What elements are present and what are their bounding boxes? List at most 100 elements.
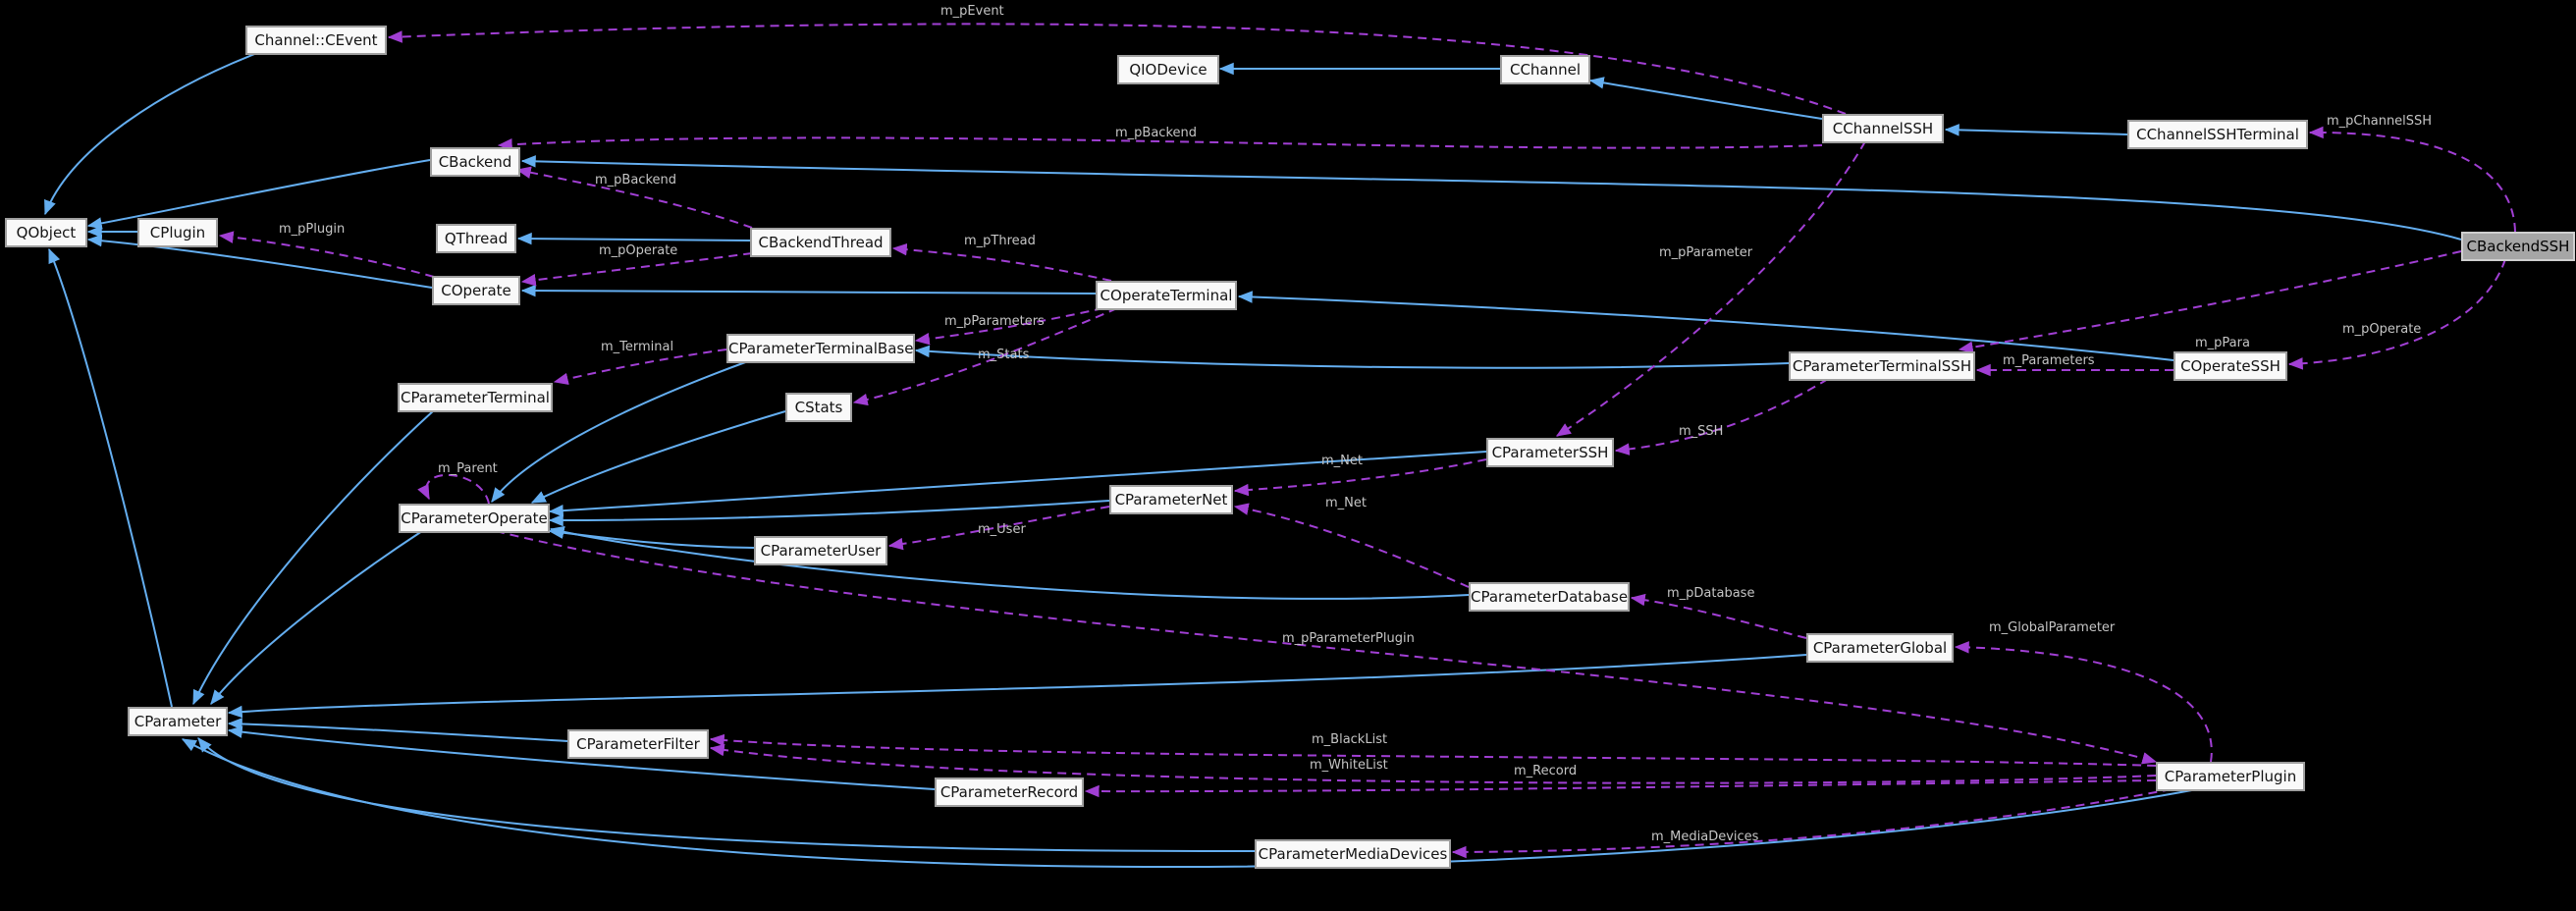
edge-inherit-cparameterdatabase-cparameteroperate [549, 525, 1470, 600]
class-node-cparameterssh[interactable]: CParameterSSH [1486, 438, 1614, 467]
edge-inherit-cbackend-qobject [86, 159, 431, 230]
class-node-coperatessh[interactable]: COperateSSH [2174, 351, 2287, 381]
edge-inherit-cparameternet-cparameteroperate [548, 500, 1110, 527]
edge-usage-m-pdatabase [1630, 593, 1807, 639]
edge-label-m_GlobalParameter: m_GlobalParameter [1989, 620, 2116, 635]
edge-inherit-cparameterssh-cparameteroperate [548, 451, 1487, 517]
edge-label-m_Parameters: m_Parameters [2003, 353, 2095, 368]
edge-inherit-cparameterfilter-cparameter [227, 718, 568, 742]
class-node-cbackendssh[interactable]: CBackendSSH [2461, 232, 2575, 261]
edge-inherit-cparameteruser-cparameteroperate [548, 526, 755, 549]
edge-label-m_pEvent: m_pEvent [940, 4, 1004, 19]
class-node-qthread[interactable]: QThread [436, 224, 516, 253]
class-node-cparameterdatabase[interactable]: CParameterDatabase [1469, 582, 1630, 612]
edge-inherit-cstats-cparameteroperate [530, 410, 786, 504]
edge-inherit-cparameteroperate-cparameter [210, 530, 423, 705]
edge-inherit-coperatessh-coperateterminal [1237, 291, 2174, 361]
edge-label-m_pOperate_right: m_pOperate [2342, 322, 2422, 337]
edge-label-m_SSH: m_SSH [1679, 424, 1724, 439]
edge-label-m_pPlugin: m_pPlugin [279, 222, 346, 237]
edge-label-m_pBackend_top: m_pBackend [1115, 126, 1198, 140]
class-node-cparameterterminal[interactable]: CParameterTerminal [398, 383, 553, 412]
class-node-cparameter[interactable]: CParameter [128, 707, 228, 736]
edge-usage-m-pthread [891, 242, 1112, 282]
edge-usage-m-user [887, 506, 1110, 551]
edge-usage-m-net-cparameterdatabase [1233, 503, 1470, 588]
edge-label-m_Net_low: m_Net [1325, 496, 1367, 510]
edge-usage-m-pevent [387, 23, 1847, 115]
edge-inherit-cchannelsshterminal-cchannelssh [1944, 124, 2128, 136]
class-node-cbackendthread[interactable]: CBackendThread [750, 228, 891, 257]
edge-label-m_BlackList: m_BlackList [1312, 732, 1388, 747]
edge-usage-m-ppara [1958, 250, 2462, 353]
class-node-cparameterterminalbase[interactable]: CParameterTerminalBase [726, 334, 915, 363]
edge-usage-m-globalparameter [1954, 641, 2213, 763]
class-node-coperate[interactable]: COperate [432, 276, 520, 305]
edge-label-m_pBackend_low: m_pBackend [595, 173, 677, 188]
edge-inherit-coperateterminal-coperate [520, 284, 1097, 297]
edge-label-m_pParameterPlugin: m_pParameterPlugin [1282, 631, 1415, 646]
edge-label-m_Net_up: m_Net [1321, 454, 1363, 468]
edge-inherit-cchannelssh-cchannel [1588, 77, 1823, 120]
edge-usage-m-pparameter [1555, 140, 1866, 437]
edge-usage-m-mediadevices [1451, 788, 2173, 859]
edge-usage-m-whitelist [709, 743, 2157, 784]
edge-label-m_pOperate_left: m_pOperate [599, 243, 678, 258]
edge-usage-m-record [1084, 779, 2157, 798]
edge-label-m_pParameters: m_pParameters [944, 314, 1045, 329]
edge-usage-m-stats [852, 307, 1118, 406]
edge-usage-m-blacklist [709, 733, 2157, 767]
edge-label-m_WhiteList: m_WhiteList [1310, 758, 1388, 773]
edge-label-m_pThread: m_pThread [964, 234, 1036, 248]
edge-label-m_Parent: m_Parent [438, 461, 498, 476]
class-node-cbackend[interactable]: CBackend [430, 147, 520, 177]
edge-label-m_MediaDevices: m_MediaDevices [1651, 830, 1759, 844]
class-node-coperateterminal[interactable]: COperateTerminal [1096, 281, 1237, 310]
edge-usage-m-pbackend-cbackendthread [515, 166, 753, 229]
edge-inherit-cbackendthread-qthread [516, 232, 751, 245]
class-node-cparameterplugin[interactable]: CParameterPlugin [2156, 762, 2305, 791]
edge-inherit-cparameterterminalssh-cparameterterminalbase [914, 345, 1790, 369]
edge-inherit-cparameterrecord-cparameter [227, 725, 936, 790]
edge-inherit-cparameterplugin-cparameter [181, 738, 2198, 868]
edge-label-m_pPara: m_pPara [2195, 336, 2250, 350]
edge-usage-m-terminal [553, 348, 727, 386]
class-node-cchannel[interactable]: CChannel [1500, 55, 1590, 84]
edge-inherit-cparameterterminal-cparameter [192, 409, 435, 706]
class-node-cparameterfilter[interactable]: CParameterFilter [567, 729, 709, 759]
class-node-channel-cevent[interactable]: Channel::CEvent [245, 26, 387, 55]
class-node-cparametermediadevices[interactable]: CParameterMediaDevices [1255, 839, 1451, 869]
edge-label-m_pChannelSSH: m_pChannelSSH [2327, 114, 2433, 129]
class-node-cparameterrecord[interactable]: CParameterRecord [935, 777, 1084, 807]
edge-inherit-cparametermediadevices-cparameter [197, 737, 1256, 853]
edge-inherit-cparameter-qobject [48, 247, 173, 708]
class-node-cparameterglobal[interactable]: CParameterGlobal [1806, 633, 1954, 663]
edge-usage-m-net-cparameterssh [1233, 458, 1487, 497]
class-node-qiodevice[interactable]: QIODevice [1117, 55, 1219, 84]
class-node-cparameteruser[interactable]: CParameterUser [754, 536, 887, 565]
class-node-cparameternet[interactable]: CParameterNet [1109, 485, 1233, 514]
class-node-cplugin[interactable]: CPlugin [137, 218, 218, 247]
edge-label-m_pDatabase: m_pDatabase [1667, 586, 1755, 601]
edge-inherit-cparameterterminalbase-cparameteroperate [491, 360, 749, 503]
edge-usage-m-poperate-cbackendssh [2287, 258, 2506, 370]
class-node-qobject[interactable]: QObject [5, 218, 87, 247]
edge-usage-m-poperate-cbackendthread [520, 252, 753, 287]
edge-usage-m-pchannelssh [2308, 126, 2516, 233]
edge-usage-m-pbackend-cchannelssh [497, 136, 1823, 151]
class-node-cchannelssh[interactable]: CChannelSSH [1822, 114, 1944, 143]
class-node-cparameteroperate[interactable]: CParameterOperate [399, 504, 550, 533]
edge-usage-m-pparameterplugin [495, 530, 2158, 765]
edge-usage-m-ssh [1614, 378, 1829, 456]
edge-usage-m-pparameters [914, 307, 1104, 346]
edge-inherit-coperate-qobject [86, 234, 433, 289]
edge-inherit-channelcevent-qobject [44, 52, 258, 216]
edge-label-m_Stats: m_Stats [978, 348, 1030, 362]
class-node-cstats[interactable]: CStats [785, 393, 852, 422]
edge-label-m_User: m_User [978, 522, 1026, 537]
class-node-cparameterterminalssh[interactable]: CParameterTerminalSSH [1789, 351, 1975, 381]
edge-inherit-cbackendssh-cbackend [520, 155, 2462, 241]
class-node-cchannelsshterminal[interactable]: CChannelSSHTerminal [2127, 120, 2308, 149]
